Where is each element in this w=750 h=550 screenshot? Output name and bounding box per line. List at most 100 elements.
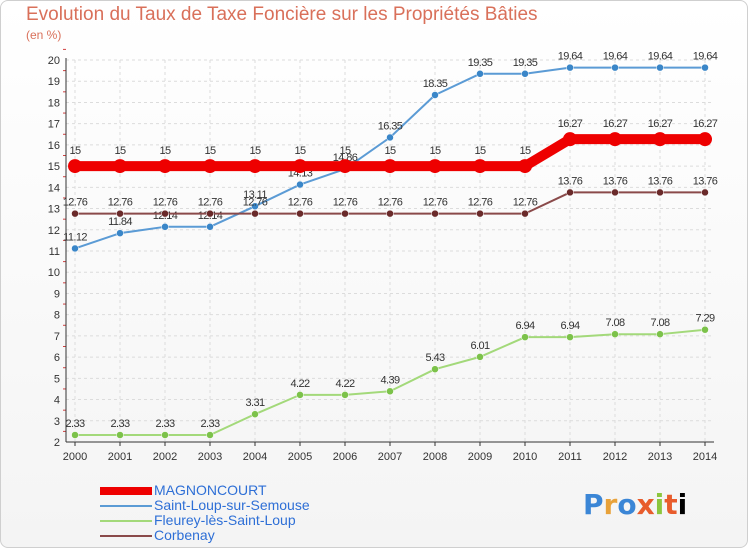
data-point-saint-loup-sur-semouse <box>611 63 619 72</box>
data-label-fleurey-l-s-saint-loup: 3.31 <box>245 397 264 409</box>
data-label-saint-loup-sur-semouse: 18.35 <box>423 78 448 90</box>
x-tick-label: 2008 <box>423 451 447 463</box>
data-point-magnoncourt <box>428 159 442 174</box>
data-point-corbenay <box>611 188 619 197</box>
data-label-magnoncourt: 15 <box>69 145 81 157</box>
data-point-fleurey-l-s-saint-loup <box>116 431 124 439</box>
x-tick-label: 2004 <box>243 451 267 463</box>
data-point-fleurey-l-s-saint-loup <box>476 353 484 361</box>
data-label-magnoncourt: 15 <box>384 145 396 157</box>
chart-title: Evolution du Taux de Taxe Foncière sur l… <box>26 4 538 25</box>
data-label-saint-loup-sur-semouse: 11.84 <box>108 216 132 228</box>
data-point-corbenay <box>476 209 484 218</box>
data-label-fleurey-l-s-saint-loup: 2.33 <box>200 418 219 430</box>
data-point-fleurey-l-s-saint-loup <box>71 431 79 439</box>
data-point-corbenay <box>116 209 124 218</box>
data-point-magnoncourt <box>203 159 217 174</box>
data-label-magnoncourt: 15 <box>204 145 216 157</box>
data-label-magnoncourt: 16.27 <box>603 118 628 130</box>
x-tick-label: 2013 <box>648 451 672 463</box>
data-label-corbenay: 12.76 <box>153 197 178 209</box>
data-label-saint-loup-sur-semouse: 19.35 <box>468 57 493 69</box>
data-point-fleurey-l-s-saint-loup <box>206 431 214 439</box>
data-point-corbenay <box>296 209 304 218</box>
y-tick-label: 15 <box>48 161 60 173</box>
data-label-corbenay: 12.76 <box>468 197 493 209</box>
data-label-saint-loup-sur-semouse: 19.64 <box>648 51 673 63</box>
data-point-corbenay <box>566 188 574 197</box>
data-point-saint-loup-sur-semouse <box>116 229 124 237</box>
data-point-magnoncourt <box>113 159 127 174</box>
data-label-fleurey-l-s-saint-loup: 4.22 <box>290 378 309 390</box>
y-tick-label: 11 <box>49 246 60 258</box>
data-label-magnoncourt: 15 <box>429 145 441 157</box>
data-point-magnoncourt <box>653 132 667 147</box>
y-tick-label: 6 <box>54 352 60 364</box>
data-point-fleurey-l-s-saint-loup <box>161 431 169 439</box>
data-label-saint-loup-sur-semouse: 14.86 <box>333 152 358 164</box>
data-point-corbenay <box>206 209 214 218</box>
data-label-fleurey-l-s-saint-loup: 7.08 <box>650 317 669 329</box>
data-point-magnoncourt <box>158 159 172 174</box>
data-point-fleurey-l-s-saint-loup <box>431 365 439 373</box>
data-point-saint-loup-sur-semouse <box>701 63 709 72</box>
x-tick-label: 2009 <box>468 451 492 463</box>
data-label-corbenay: 13.76 <box>648 175 673 187</box>
x-tick-label: 2006 <box>333 451 357 463</box>
data-label-fleurey-l-s-saint-loup: 7.29 <box>695 313 714 325</box>
data-label-fleurey-l-s-saint-loup: 6.94 <box>560 320 579 332</box>
x-tick-label: 2003 <box>198 451 222 463</box>
y-tick-label: 5 <box>54 373 60 385</box>
data-label-magnoncourt: 16.27 <box>693 118 718 130</box>
data-label-corbenay: 12.76 <box>243 197 268 209</box>
legend-swatch-saint-loup <box>100 505 152 507</box>
data-label-fleurey-l-s-saint-loup: 2.33 <box>65 418 84 430</box>
data-point-corbenay <box>161 209 169 218</box>
y-tick-label: 3 <box>54 416 60 428</box>
data-point-magnoncourt <box>473 159 487 174</box>
data-label-fleurey-l-s-saint-loup: 2.33 <box>110 418 129 430</box>
data-point-corbenay <box>701 188 709 197</box>
y-tick-label: 7 <box>54 331 60 343</box>
x-tick-label: 2007 <box>378 451 402 463</box>
data-label-magnoncourt: 16.27 <box>558 118 583 130</box>
data-label-corbenay: 13.76 <box>693 175 718 187</box>
y-tick-label: 8 <box>54 310 60 322</box>
y-tick-label: 4 <box>54 395 60 407</box>
data-point-corbenay <box>521 209 529 218</box>
data-point-fleurey-l-s-saint-loup <box>701 325 709 334</box>
y-tick-label: 9 <box>54 288 60 300</box>
proxiti-logo: Proxiti <box>583 488 688 521</box>
chart-subtitle: (en %) <box>26 28 62 42</box>
data-label-corbenay: 12.76 <box>378 197 403 209</box>
data-point-saint-loup-sur-semouse <box>521 70 529 78</box>
data-label-magnoncourt: 16.27 <box>648 118 673 130</box>
x-tick-label: 2005 <box>288 451 312 463</box>
data-point-fleurey-l-s-saint-loup <box>521 333 529 341</box>
data-label-fleurey-l-s-saint-loup: 6.01 <box>470 340 489 352</box>
data-point-fleurey-l-s-saint-loup <box>251 410 259 418</box>
y-tick-label: 2 <box>54 437 60 449</box>
y-tick-label: 20 <box>48 55 60 67</box>
data-label-corbenay: 12.76 <box>333 197 358 209</box>
data-point-magnoncourt <box>563 132 577 147</box>
data-label-fleurey-l-s-saint-loup: 7.08 <box>605 317 624 329</box>
data-label-corbenay: 12.76 <box>198 197 223 209</box>
data-point-magnoncourt <box>338 159 352 174</box>
data-point-saint-loup-sur-semouse <box>566 63 574 72</box>
x-tick-label: 2014 <box>693 451 717 463</box>
data-label-corbenay: 13.76 <box>558 175 583 187</box>
data-point-corbenay <box>656 188 664 197</box>
legend-swatch-corbenay <box>100 535 152 537</box>
legend-label-fleurey: Fleurey-lès-Saint-Loup <box>154 512 296 528</box>
data-label-corbenay: 12.76 <box>513 197 538 209</box>
data-point-saint-loup-sur-semouse <box>161 223 169 231</box>
data-label-corbenay: 12.76 <box>63 197 88 209</box>
data-point-magnoncourt <box>383 159 397 174</box>
data-label-fleurey-l-s-saint-loup: 5.43 <box>425 352 444 364</box>
y-tick-label: 14 <box>48 182 60 194</box>
data-point-corbenay <box>431 209 439 218</box>
data-point-corbenay <box>251 209 259 218</box>
data-point-saint-loup-sur-semouse <box>71 244 79 253</box>
data-point-saint-loup-sur-semouse <box>656 63 664 72</box>
